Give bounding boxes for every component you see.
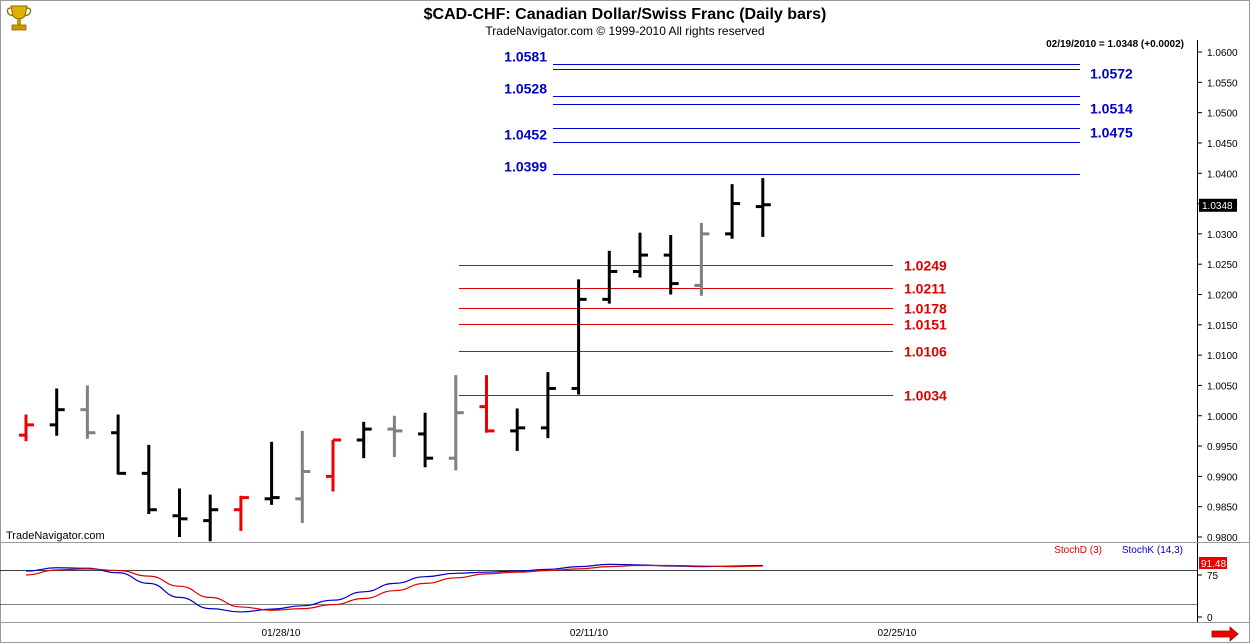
ohlc-bar xyxy=(141,444,157,514)
ohlc-bar xyxy=(356,421,372,459)
x-tick-label: 02/25/10 xyxy=(878,628,917,639)
price-bars xyxy=(19,178,771,542)
ohlc-bar xyxy=(19,414,34,442)
y-tick-label: 1.0550 xyxy=(1207,78,1238,89)
ohlc-bar xyxy=(264,441,280,505)
ohlc-bar xyxy=(418,412,434,468)
ohlc-bar xyxy=(387,415,403,457)
ohlc-bar xyxy=(111,414,127,475)
y-tick-label: 1.0200 xyxy=(1207,291,1238,302)
support-label: 1.0106 xyxy=(904,344,947,360)
stoch-y-axis: 75 0 xyxy=(1197,571,1219,624)
ohlc-bar xyxy=(510,408,526,451)
stoch-value-text: 91.48 xyxy=(1201,559,1226,570)
y-tick-label: 1.0600 xyxy=(1207,48,1238,59)
y-tick-label: 1.0400 xyxy=(1207,169,1238,180)
resistance-label: 1.0399 xyxy=(504,159,547,175)
y-tick-label: 1.0250 xyxy=(1207,260,1238,271)
stoch-y-tick-label: 0 xyxy=(1207,613,1213,624)
ohlc-bar xyxy=(326,438,341,492)
ohlc-bar xyxy=(295,430,311,524)
ohlc-bar xyxy=(448,375,464,471)
support-label: 1.0211 xyxy=(904,281,946,297)
resistance-label: 1.0581 xyxy=(504,49,547,65)
ohlc-bar xyxy=(233,495,249,531)
resistance-label: 1.0528 xyxy=(504,81,547,97)
y-tick-label: 0.9800 xyxy=(1207,533,1238,544)
chart-subtitle: TradeNavigator.com © 1999-2010 All right… xyxy=(485,24,764,38)
ohlc-bar xyxy=(602,250,618,304)
ohlc-bar xyxy=(663,235,679,295)
ohlc-bar xyxy=(755,178,771,237)
ohlc-bar xyxy=(49,388,65,436)
y-tick-label: 1.0450 xyxy=(1207,139,1238,150)
ohlc-bar xyxy=(540,372,556,439)
legend-stoch-k: StochK (14,3) xyxy=(1122,545,1183,556)
resistance-label: 1.0452 xyxy=(504,127,547,143)
ohlc-bar xyxy=(571,279,587,395)
x-axis: 01/28/10 02/11/10 02/25/10 xyxy=(262,628,917,639)
y-tick-label: 0.9850 xyxy=(1207,503,1238,514)
stoch-d-line xyxy=(25,564,763,611)
trophy-icon xyxy=(6,5,32,31)
current-price-text: 1.0348 xyxy=(1202,201,1233,212)
x-tick-label: 01/28/10 xyxy=(262,628,301,639)
legend-stoch-d: StochD (3) xyxy=(1054,545,1102,556)
resistance-label: 1.0572 xyxy=(1090,66,1133,82)
y-tick-label: 0.9950 xyxy=(1207,442,1238,453)
ohlc-bar xyxy=(725,184,741,239)
current-price-tag: 1.0348 xyxy=(1199,198,1237,212)
x-tick-label: 02/11/10 xyxy=(570,628,609,639)
stoch-lines xyxy=(25,563,763,613)
support-label: 1.0034 xyxy=(904,388,947,404)
ohlc-bar xyxy=(479,375,495,433)
ohlc-bar xyxy=(80,385,96,439)
support-label: 1.0249 xyxy=(904,258,947,274)
last-quote-text: 02/19/2010 = 1.0348 (+0.0002) xyxy=(1046,39,1184,50)
y-tick-label: 1.0300 xyxy=(1207,230,1238,241)
support-label: 1.0178 xyxy=(904,301,947,317)
ohlc-bar xyxy=(172,488,188,537)
arrow-right-icon[interactable] xyxy=(1211,626,1239,642)
chart-title: $CAD-CHF: Canadian Dollar/Swiss Franc (D… xyxy=(424,6,827,23)
y-tick-label: 1.0150 xyxy=(1207,321,1238,332)
support-label: 1.0151 xyxy=(904,317,947,333)
resistance-label: 1.0475 xyxy=(1090,125,1133,141)
stoch-y-tick-label: 75 xyxy=(1207,571,1219,582)
y-tick-label: 1.0000 xyxy=(1207,412,1238,423)
resistance-label: 1.0514 xyxy=(1090,101,1133,117)
ohlc-bar xyxy=(694,222,710,296)
y-tick-label: 1.0100 xyxy=(1207,351,1238,362)
level-lines: 1.0581 1.0572 1.0528 1.0514 1.0475 1.0452 1.03… xyxy=(459,49,1133,404)
y-tick-label: 1.0050 xyxy=(1207,381,1238,392)
watermark-text: TradeNavigator.com xyxy=(6,530,105,542)
stoch-value-tag: 91.48 xyxy=(1199,557,1227,570)
y-tick-label: 0.9900 xyxy=(1207,472,1238,483)
ohlc-bar xyxy=(203,494,219,542)
ohlc-bar xyxy=(633,232,648,278)
y-tick-label: 1.0500 xyxy=(1207,109,1238,120)
